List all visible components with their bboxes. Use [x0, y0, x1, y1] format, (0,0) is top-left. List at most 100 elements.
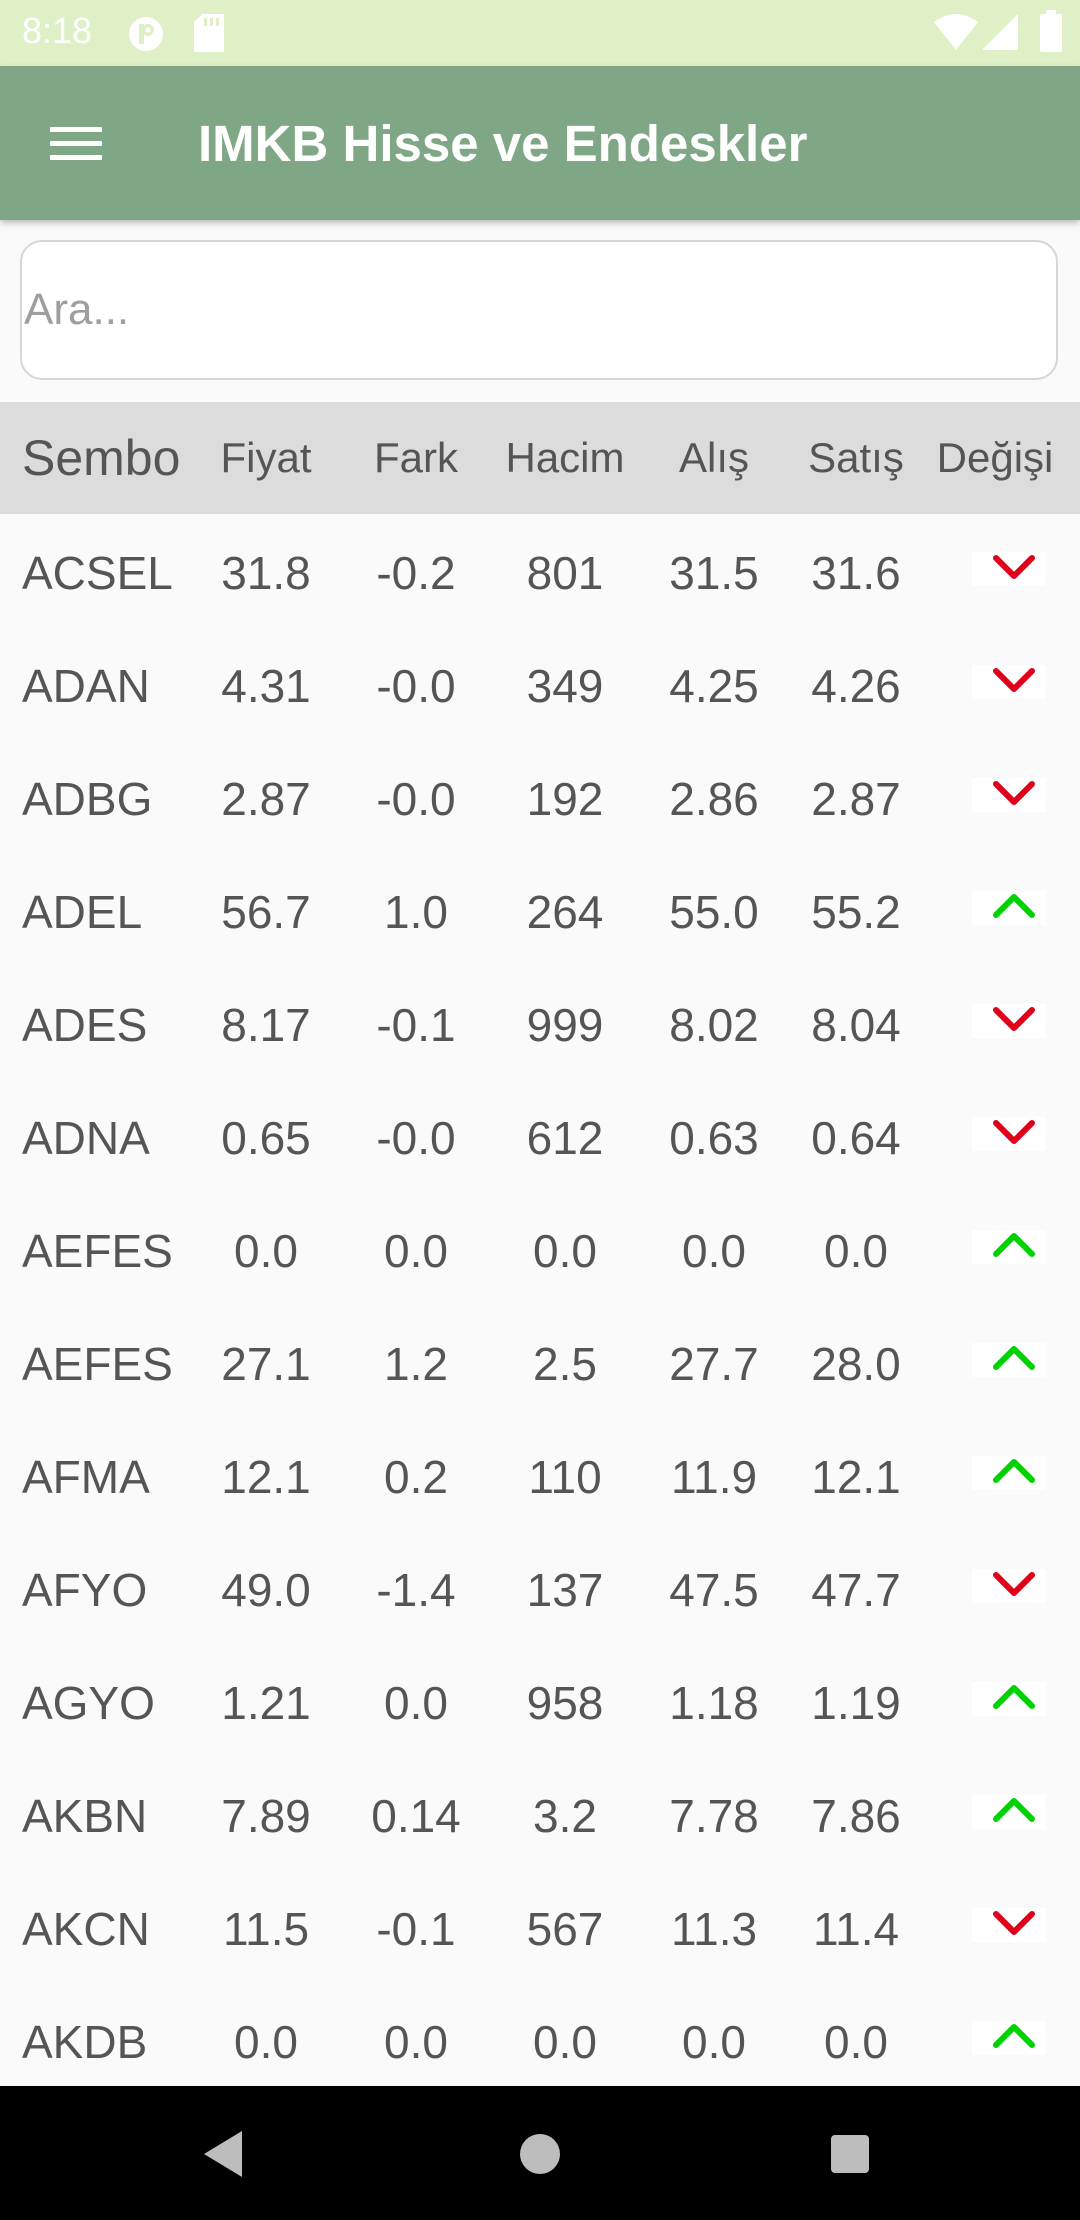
cell-symbol: AFYO	[22, 1564, 148, 1616]
status-bar: 8:18	[0, 0, 1080, 66]
trend-down-icon	[972, 778, 1046, 812]
column-header-symbol[interactable]: Sembo	[22, 430, 181, 486]
column-header-price[interactable]: Fiyat	[220, 434, 312, 481]
table-row[interactable]: AFYO 49.0 -1.4 137 47.5 47.7	[0, 1531, 1080, 1644]
cell-difference: 0.0	[384, 1677, 448, 1729]
table-row[interactable]: ADES 8.17 -0.1 999 8.02 8.04	[0, 966, 1080, 1079]
app-bar: IMKB Hisse ve Endeskler	[0, 66, 1080, 220]
hamburger-menu-icon[interactable]	[36, 112, 116, 174]
table-row[interactable]: ADBG 2.87 -0.0 192 2.86 2.87	[0, 740, 1080, 853]
cell-difference: -0.2	[376, 547, 456, 599]
cell-symbol: ACSEL	[22, 547, 173, 599]
recents-icon[interactable]	[820, 2086, 880, 2220]
cell-symbol: AEFES	[22, 1338, 173, 1390]
cell-symbol: AKDB	[22, 2016, 148, 2068]
cell-volume: 264	[526, 886, 604, 938]
cell-bid: 1.18	[669, 1677, 759, 1729]
trend-down-icon	[972, 552, 1046, 586]
cell-ask: 8.04	[811, 999, 901, 1051]
cell-volume: 0.0	[533, 2016, 597, 2068]
table-row[interactable]: AGYO 1.21 0.0 958 1.18 1.19	[0, 1644, 1080, 1757]
cell-volume: 612	[526, 1112, 604, 1164]
cell-symbol: ADEL	[22, 886, 143, 938]
sd-card-icon	[194, 14, 224, 57]
trend-up-icon	[972, 1230, 1046, 1264]
home-icon[interactable]	[510, 2086, 570, 2220]
trend-down-icon	[972, 1004, 1046, 1038]
trend-up-icon	[972, 2021, 1046, 2055]
cell-volume: 192	[526, 773, 604, 825]
cell-symbol: AEFES	[22, 1225, 173, 1277]
cell-difference: 0.14	[371, 1790, 461, 1842]
search-input[interactable]	[24, 242, 1034, 378]
cell-volume: 3.2	[533, 1790, 597, 1842]
cell-ask: 47.7	[811, 1564, 901, 1616]
column-header-volume[interactable]: Hacim	[505, 434, 625, 481]
table-row[interactable]: AKDB 0.0 0.0 0.0 0.0 0.0	[0, 1983, 1080, 2086]
trend-up-icon	[972, 1795, 1046, 1829]
cell-difference: 0.2	[384, 1451, 448, 1503]
search-box[interactable]	[20, 240, 1058, 380]
cell-difference: 1.0	[384, 886, 448, 938]
cell-bid: 2.86	[669, 773, 759, 825]
column-header-difference[interactable]: Fark	[374, 434, 458, 481]
trend-up-icon	[972, 1343, 1046, 1377]
cell-price: 0.0	[234, 2016, 298, 2068]
column-header-ask[interactable]: Satış	[808, 434, 904, 481]
cell-price: 0.65	[221, 1112, 311, 1164]
cell-ask: 0.64	[811, 1112, 901, 1164]
cell-bid: 0.63	[669, 1112, 759, 1164]
cell-bid: 0.0	[682, 2016, 746, 2068]
cell-price: 2.87	[221, 773, 311, 825]
cell-ask: 12.1	[811, 1451, 901, 1503]
cell-ask: 0.0	[824, 2016, 888, 2068]
battery-icon	[1040, 10, 1062, 57]
trend-down-icon	[972, 1117, 1046, 1151]
cell-price: 11.5	[222, 1903, 310, 1955]
table-row[interactable]: ACSEL 31.8 -0.2 801 31.5 31.6	[0, 514, 1080, 627]
cell-volume: 110	[528, 1451, 602, 1503]
cell-price: 31.8	[221, 547, 311, 599]
column-header-change[interactable]: Değişi	[936, 434, 1054, 481]
cell-volume: 137	[526, 1564, 604, 1616]
table-row[interactable]: AKCN 11.5 -0.1 567 11.3 11.4	[0, 1870, 1080, 1983]
cell-difference: 0.0	[384, 1225, 448, 1277]
cell-price: 1.21	[221, 1677, 311, 1729]
cell-symbol: AKCN	[22, 1903, 150, 1955]
cell-volume: 567	[526, 1903, 604, 1955]
cell-volume: 2.5	[533, 1338, 597, 1390]
cell-difference: -0.1	[376, 1903, 456, 1955]
cell-bid: 31.5	[669, 547, 759, 599]
cell-price: 7.89	[221, 1790, 311, 1842]
wifi-icon	[934, 14, 978, 55]
cell-symbol: AGYO	[22, 1677, 155, 1729]
cell-difference: 1.2	[384, 1338, 448, 1390]
trend-up-icon	[972, 1456, 1046, 1490]
cell-symbol: ADES	[22, 999, 148, 1051]
cell-volume: 349	[526, 660, 604, 712]
navigation-bar	[0, 2086, 1080, 2220]
table-row[interactable]: AEFES 27.1 1.2 2.5 27.7 28.0	[0, 1305, 1080, 1418]
cell-ask: 31.6	[811, 547, 901, 599]
cell-volume: 958	[526, 1677, 604, 1729]
cell-difference: 0.0	[384, 2016, 448, 2068]
table-row[interactable]: AKBN 7.89 0.14 3.2 7.78 7.86	[0, 1757, 1080, 1870]
table-row[interactable]: AFMA 12.1 0.2 110 11.9 12.1	[0, 1418, 1080, 1531]
cell-volume: 801	[526, 547, 604, 599]
cell-symbol: ADNA	[22, 1112, 150, 1164]
cell-difference: -0.0	[376, 660, 456, 712]
cell-ask: 11.4	[812, 1903, 900, 1955]
stock-list[interactable]: ACSEL 31.8 -0.2 801 31.5 31.6 ADAN 4.31 -0.0 349 4…	[0, 514, 1080, 2086]
table-row[interactable]: ADEL 56.7 1.0 264 55.0 55.2	[0, 853, 1080, 966]
cell-symbol: ADAN	[22, 660, 150, 712]
cell-bid: 7.78	[669, 1790, 759, 1842]
back-icon[interactable]	[196, 2086, 256, 2220]
table-row[interactable]: ADAN 4.31 -0.0 349 4.25 4.26	[0, 627, 1080, 740]
column-header-bid[interactable]: Alış	[678, 434, 749, 481]
cell-ask: 0.0	[824, 1225, 888, 1277]
table-row[interactable]: ADNA 0.65 -0.0 612 0.63 0.64	[0, 1079, 1080, 1192]
table-row[interactable]: AEFES 0.0 0.0 0.0 0.0 0.0	[0, 1192, 1080, 1305]
media-icon	[126, 14, 166, 59]
trend-up-icon	[972, 891, 1046, 925]
